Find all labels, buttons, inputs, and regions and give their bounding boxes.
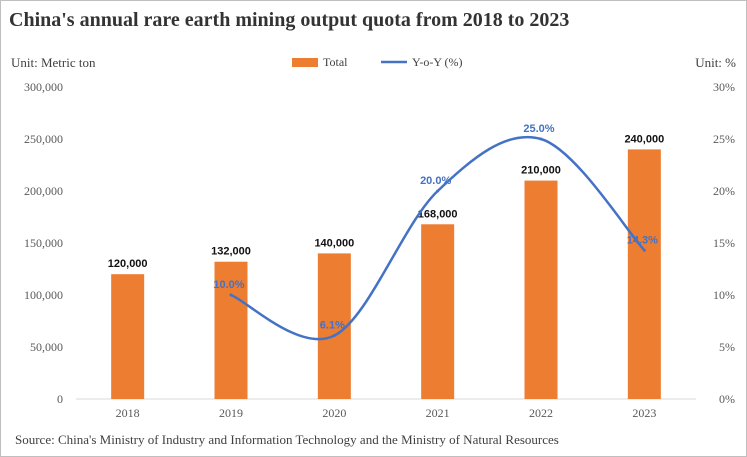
yoy-data-label: 25.0%: [523, 123, 554, 135]
bar-data-label: 210,000: [521, 165, 561, 177]
yoy-point: [642, 248, 646, 252]
bar-data-label: 168,000: [418, 208, 458, 220]
y-right-tick-label: 0%: [719, 392, 735, 406]
y-right-tick-label: 20%: [713, 184, 735, 198]
y-left-tick-label: 150,000: [24, 236, 63, 250]
left-axis-unit: Unit: Metric ton: [11, 55, 96, 70]
bar-data-label: 140,000: [314, 237, 354, 249]
y-right-tick-label: 15%: [713, 236, 735, 250]
source-note: Source: China's Ministry of Industry and…: [15, 432, 559, 447]
y-right-tick-label: 25%: [713, 132, 735, 146]
x-tick-label: 2018: [116, 406, 140, 420]
bar: [111, 274, 145, 399]
bar: [627, 149, 661, 399]
y-left-tick-label: 300,000: [24, 80, 63, 94]
chart-title: China's annual rare earth mining output …: [9, 9, 570, 31]
yoy-point: [436, 189, 440, 193]
yoy-data-label: 14.3%: [627, 234, 658, 246]
x-tick-label: 2023: [632, 406, 656, 420]
y-right-tick-label: 30%: [713, 80, 735, 94]
bar-data-label: 240,000: [624, 133, 664, 145]
yoy-data-label: 10.0%: [213, 279, 244, 291]
y-left-tick-label: 100,000: [24, 288, 63, 302]
bar: [524, 180, 558, 399]
yoy-point: [229, 293, 233, 297]
yoy-point: [539, 137, 543, 141]
y-left-tick-label: 50,000: [30, 340, 63, 354]
legend-swatch-total: [292, 58, 318, 67]
y-right-tick-label: 5%: [719, 340, 735, 354]
yoy-data-label: 20.0%: [420, 175, 451, 187]
legend-label-total: Total: [323, 55, 348, 69]
x-tick-label: 2019: [219, 406, 243, 420]
y-right-tick-label: 10%: [713, 288, 735, 302]
bar: [421, 224, 455, 399]
bar: [214, 261, 248, 399]
legend-label-yoy: Y-o-Y (%): [412, 55, 463, 69]
y-left-tick-label: 250,000: [24, 132, 63, 146]
yoy-point: [332, 334, 336, 338]
bar-data-label: 132,000: [211, 246, 251, 258]
x-tick-label: 2020: [322, 406, 346, 420]
yoy-data-label: 6.1%: [320, 320, 345, 332]
right-axis-unit: Unit: %: [695, 55, 736, 70]
y-left-tick-label: 0: [57, 392, 63, 406]
bar-data-label: 120,000: [108, 258, 148, 270]
x-tick-label: 2022: [529, 406, 553, 420]
x-tick-label: 2021: [426, 406, 450, 420]
y-left-tick-label: 200,000: [24, 184, 63, 198]
